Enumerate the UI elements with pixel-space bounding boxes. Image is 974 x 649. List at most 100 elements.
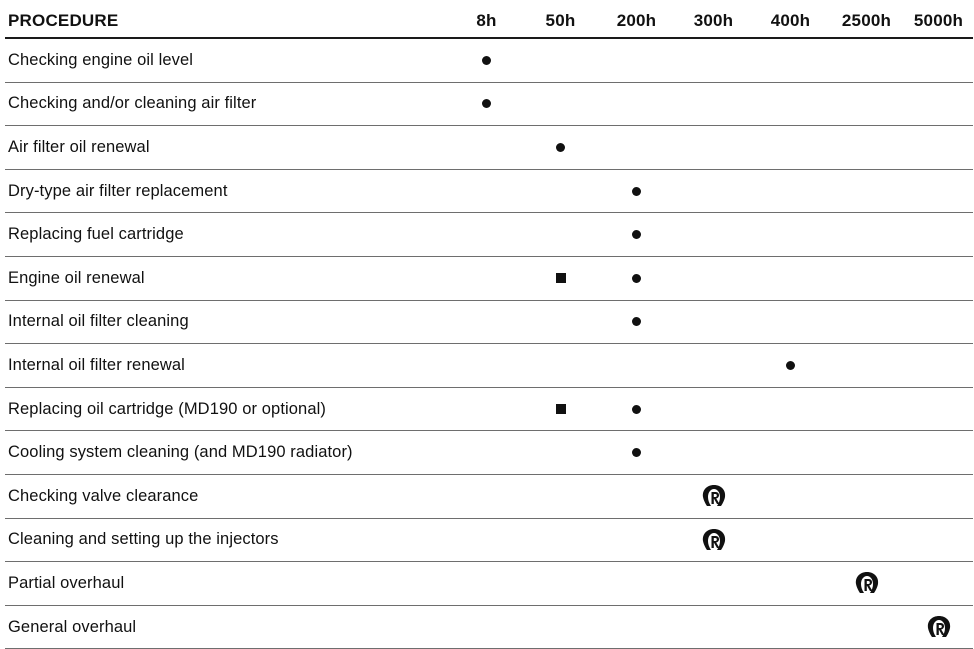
table-row: Partial overhaul [5,561,973,606]
interval-cell [752,82,829,127]
table-row: Checking engine oil level [5,38,973,83]
interval-cell [523,169,598,214]
interval-cell [675,387,752,432]
interval-cell [675,343,752,388]
interval-cell [829,300,904,345]
header-row: PROCEDURE 8h 50h 200h 300h 400h 2500h 50… [5,4,973,39]
interval-cell [752,605,829,649]
interval-cell [752,387,829,432]
interval-cell [829,430,904,475]
interval-cell [598,430,675,475]
interval-cell [523,518,598,563]
filled-circle-icon [632,273,641,283]
header-interval: 5000h [904,4,973,39]
interval-cell [752,518,829,563]
interval-cell [675,430,752,475]
interval-cell [450,561,523,606]
interval-cell [829,169,904,214]
service-logo-icon [926,615,952,639]
interval-cell [598,125,675,170]
table-row: Dry-type air filter replacement [5,169,973,214]
header-interval: 400h [752,4,829,39]
procedure-label: Internal oil filter cleaning [5,300,450,345]
interval-cell [904,169,973,214]
interval-cell [450,125,523,170]
table-row: Engine oil renewal [5,256,973,301]
interval-cell [829,82,904,127]
interval-cell [675,518,752,563]
interval-cell [752,212,829,257]
interval-cell [675,82,752,127]
table-row: General overhaul [5,605,973,649]
interval-cell [450,605,523,649]
interval-cell [752,561,829,606]
procedure-label: Replacing fuel cartridge [5,212,450,257]
interval-cell [598,169,675,214]
header-interval: 300h [675,4,752,39]
header-interval: 2500h [829,4,904,39]
interval-cell [675,169,752,214]
interval-cell [752,256,829,301]
header-interval: 8h [450,4,523,39]
maintenance-schedule-table: PROCEDURE 8h 50h 200h 300h 400h 2500h 50… [5,4,973,649]
filled-circle-icon [482,55,491,65]
interval-cell [598,38,675,83]
interval-cell [675,300,752,345]
procedure-label: Checking engine oil level [5,38,450,83]
interval-cell [829,605,904,649]
filled-circle-icon [556,142,565,152]
interval-cell [450,343,523,388]
interval-cell [450,38,523,83]
interval-cell [523,343,598,388]
interval-cell [752,343,829,388]
procedure-label: Engine oil renewal [5,256,450,301]
interval-cell [752,38,829,83]
interval-cell [904,518,973,563]
header-procedure: PROCEDURE [5,4,450,39]
table-row: Internal oil filter cleaning [5,300,973,345]
interval-cell [598,518,675,563]
interval-cell [523,561,598,606]
filled-circle-icon [632,186,641,196]
table-row: Cooling system cleaning (and MD190 radia… [5,430,973,475]
interval-cell [752,300,829,345]
interval-cell [675,38,752,83]
filled-circle-icon [632,404,641,414]
interval-cell [829,256,904,301]
interval-cell [598,343,675,388]
interval-cell [904,474,973,519]
interval-cell [904,430,973,475]
header-interval: 200h [598,4,675,39]
interval-cell [904,605,973,649]
interval-cell [523,38,598,83]
interval-cell [450,518,523,563]
filled-circle-icon [632,230,641,240]
interval-cell [450,300,523,345]
interval-cell [450,430,523,475]
filled-square-icon [555,272,566,283]
table-row: Internal oil filter renewal [5,343,973,388]
interval-cell [829,212,904,257]
interval-cell [450,256,523,301]
interval-cell [675,125,752,170]
interval-cell [904,38,973,83]
service-logo-icon [701,484,727,508]
filled-circle-icon [786,360,795,370]
header-interval: 50h [523,4,598,39]
service-logo-icon [701,528,727,552]
table-row: Replacing fuel cartridge [5,212,973,257]
interval-cell [523,430,598,475]
interval-cell [904,300,973,345]
interval-cell [904,212,973,257]
interval-cell [523,212,598,257]
interval-cell [752,169,829,214]
interval-cell [904,561,973,606]
interval-cell [829,343,904,388]
interval-cell [675,561,752,606]
procedure-label: Replacing oil cartridge (MD190 or option… [5,387,450,432]
interval-cell [450,387,523,432]
interval-cell [829,125,904,170]
interval-cell [829,387,904,432]
filled-circle-icon [482,99,491,109]
interval-cell [598,256,675,301]
